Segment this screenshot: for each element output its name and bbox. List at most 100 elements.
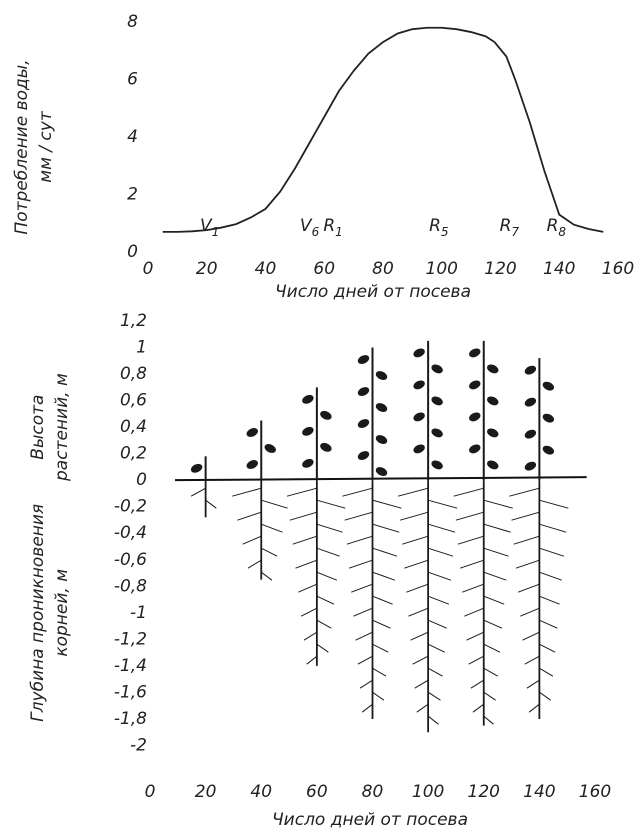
root-branch	[539, 619, 558, 629]
root-branch	[260, 571, 273, 581]
leaf	[357, 387, 370, 396]
root-branch	[351, 583, 373, 593]
y-tick-label: -1,4	[114, 656, 147, 676]
leaf	[357, 451, 370, 460]
stage-label: R5	[429, 216, 448, 239]
root-branch	[355, 631, 373, 641]
stage-sub: 8	[558, 225, 566, 239]
root-branch	[483, 619, 503, 629]
leaf	[431, 396, 443, 406]
y-axis-title: мм / сут	[36, 110, 56, 183]
leaf	[487, 364, 499, 374]
root-branch	[316, 547, 340, 557]
root-branch	[408, 607, 429, 617]
root-branch	[483, 523, 511, 533]
root-branch	[427, 691, 441, 701]
root-branch	[316, 571, 338, 581]
stage-label: V1	[200, 216, 219, 239]
leaf	[246, 460, 258, 469]
stage-name: R	[429, 216, 441, 236]
root-branch	[528, 703, 540, 713]
y-tick-label: 0	[127, 242, 138, 262]
root-branch	[517, 583, 540, 593]
root-branch	[416, 703, 429, 713]
leaf	[431, 460, 443, 470]
y-tick-label: -1,2	[114, 629, 147, 649]
root-branch	[539, 523, 567, 533]
x-tick-label: 80	[362, 782, 384, 802]
root-branch	[412, 655, 429, 665]
root-branch	[353, 607, 373, 617]
leaf	[542, 381, 555, 391]
root-branch	[342, 487, 373, 497]
y-tick-label: -0,2	[114, 497, 147, 517]
root-branch	[247, 559, 262, 569]
root-branch	[483, 715, 494, 725]
root-branch	[513, 535, 540, 545]
root-branch	[316, 595, 335, 605]
root-branch	[316, 619, 332, 629]
stage-name: R	[547, 216, 559, 236]
root-branch	[524, 655, 540, 665]
root-branch	[372, 595, 393, 605]
root-branch	[427, 523, 456, 533]
root-branch	[483, 643, 501, 653]
y-tick-label: 6	[127, 70, 138, 90]
root-branch	[539, 667, 554, 677]
x-tick-label: 40	[250, 782, 272, 802]
stage-name: R	[323, 216, 335, 236]
y-tick-label: -0,4	[114, 523, 147, 543]
x-tick-label: 20	[195, 782, 217, 802]
root-branch	[470, 679, 485, 689]
root-branch	[483, 571, 507, 581]
stage-label: V6	[300, 216, 320, 239]
root-branch	[316, 523, 343, 533]
leaf	[524, 429, 537, 439]
y-axis-title: корней, м	[52, 569, 72, 657]
root-branch	[464, 607, 484, 617]
leaf	[469, 412, 481, 422]
root-branch	[427, 499, 458, 509]
leaf	[431, 364, 443, 374]
y-tick-label: 0,4	[120, 417, 147, 437]
leaf	[320, 442, 332, 452]
root-branch	[399, 511, 429, 521]
leaf	[524, 461, 537, 471]
root-branch	[539, 499, 569, 509]
y-tick-label: -1	[130, 603, 147, 623]
leaf	[469, 348, 481, 358]
stage-sub: 1	[335, 225, 343, 239]
root-branch	[462, 583, 484, 593]
root-branch	[457, 535, 484, 545]
root-branch	[515, 559, 540, 569]
y-tick-label: -0,8	[114, 576, 147, 596]
root-branch	[346, 535, 373, 545]
root-branch	[316, 499, 346, 509]
leaf	[246, 428, 258, 437]
y-tick-label: 8	[127, 12, 138, 32]
leaf	[375, 435, 388, 444]
root-branch	[372, 499, 402, 509]
root-branch	[205, 499, 217, 509]
leaf	[524, 365, 537, 375]
root-branch	[359, 679, 373, 689]
ground-line	[175, 476, 587, 482]
root-branch	[520, 607, 540, 617]
root-branch	[427, 715, 439, 725]
leaf	[542, 413, 555, 423]
root-branch	[427, 643, 445, 653]
root-branch	[292, 535, 318, 545]
root-branch	[404, 559, 429, 569]
line	[162, 26, 604, 233]
root-branch	[406, 583, 429, 593]
y-axis-title: Высота	[28, 395, 48, 460]
y-tick-label: 2	[127, 185, 138, 205]
leaf	[264, 444, 276, 453]
root-branch	[286, 487, 318, 497]
root-branch	[372, 547, 398, 557]
x-tick-label: 0	[143, 259, 154, 279]
x-tick-label: 100	[426, 259, 458, 279]
root-branch	[511, 511, 540, 521]
root-branch	[303, 631, 318, 641]
